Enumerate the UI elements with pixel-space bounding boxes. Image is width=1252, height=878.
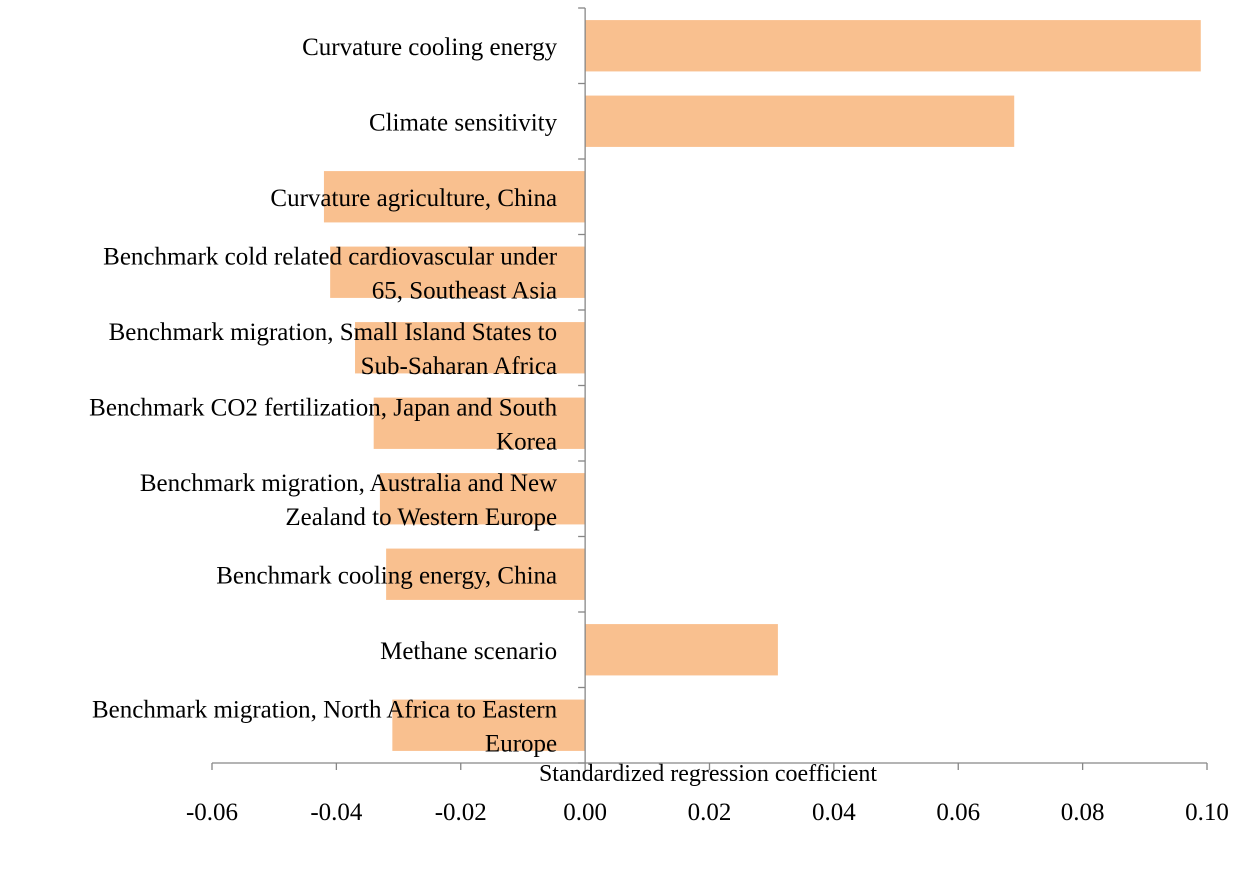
category-label-line: Methane scenario xyxy=(380,638,557,665)
category-label-9: Methane scenario xyxy=(380,638,557,665)
bar-5 xyxy=(355,322,586,374)
bar-8 xyxy=(386,548,586,600)
category-label-line: Curvature agriculture, China xyxy=(270,185,557,212)
x-tick-label: 0.02 xyxy=(688,799,732,826)
bar-3 xyxy=(323,171,586,223)
x-tick-label: 0.04 xyxy=(812,799,856,826)
category-label-6: Benchmark CO2 fertilization, Japan and S… xyxy=(89,394,557,455)
category-label-line: Zealand to Western Europe xyxy=(285,504,557,531)
x-tick-label: 0.10 xyxy=(1185,799,1229,826)
axes-group xyxy=(211,7,1208,770)
category-label-line: Benchmark migration, Australia and New xyxy=(140,470,557,497)
category-label-line: Benchmark cooling energy, China xyxy=(216,562,557,589)
bars-group xyxy=(323,20,1201,751)
bar-7 xyxy=(379,473,586,525)
x-tick-label: -0.02 xyxy=(435,799,487,826)
category-label-line: Benchmark CO2 fertilization, Japan and S… xyxy=(89,394,557,421)
category-label-line: Korea xyxy=(496,428,557,455)
category-label-line: Europe xyxy=(485,730,557,757)
category-label-1: Curvature cooling energy xyxy=(302,34,558,61)
bar-2 xyxy=(585,95,1015,147)
x-axis-title: Standardized regression coefficient xyxy=(539,761,877,787)
category-label-5: Benchmark migration, Small Island States… xyxy=(109,319,558,380)
bar-10 xyxy=(392,699,586,751)
category-label-line: 65, Southeast Asia xyxy=(372,277,557,304)
category-label-8: Benchmark cooling energy, China xyxy=(216,562,557,589)
bar-9 xyxy=(585,624,778,676)
category-label-line: Benchmark migration, North Africa to Eas… xyxy=(92,696,558,723)
tick-labels-group: -0.06 -0.04 -0.02 0.00 0.02 0.04 0.06 0.08 0.10 xyxy=(186,799,1229,826)
category-label-line: Climate sensitivity xyxy=(369,109,558,136)
category-label-3: Curvature agriculture, China xyxy=(270,185,557,212)
x-tick-label: -0.06 xyxy=(186,799,238,826)
category-label-10: Benchmark migration, North Africa to Eas… xyxy=(92,696,558,757)
bar-1 xyxy=(585,20,1201,72)
category-label-4: Benchmark cold related cardiovascular un… xyxy=(103,243,558,304)
category-label-line: Sub-Saharan Africa xyxy=(361,353,557,380)
x-tick-label: 0.08 xyxy=(1061,799,1105,826)
category-label-2: Climate sensitivity xyxy=(369,109,558,136)
x-tick-label: 0.06 xyxy=(936,799,980,826)
category-label-line: Benchmark cold related cardiovascular un… xyxy=(103,243,558,270)
bar-4 xyxy=(330,246,586,298)
x-tick-label: -0.04 xyxy=(310,799,363,826)
bar-6 xyxy=(373,397,586,449)
x-tick-label: 0.00 xyxy=(563,799,607,826)
category-label-7: Benchmark migration, Australia and New Ze… xyxy=(140,470,557,531)
category-label-line: Curvature cooling energy xyxy=(302,34,558,61)
category-label-line: Benchmark migration, Small Island States… xyxy=(109,319,558,346)
category-labels-group: Curvature cooling energy Climate sensitiv… xyxy=(89,34,558,758)
